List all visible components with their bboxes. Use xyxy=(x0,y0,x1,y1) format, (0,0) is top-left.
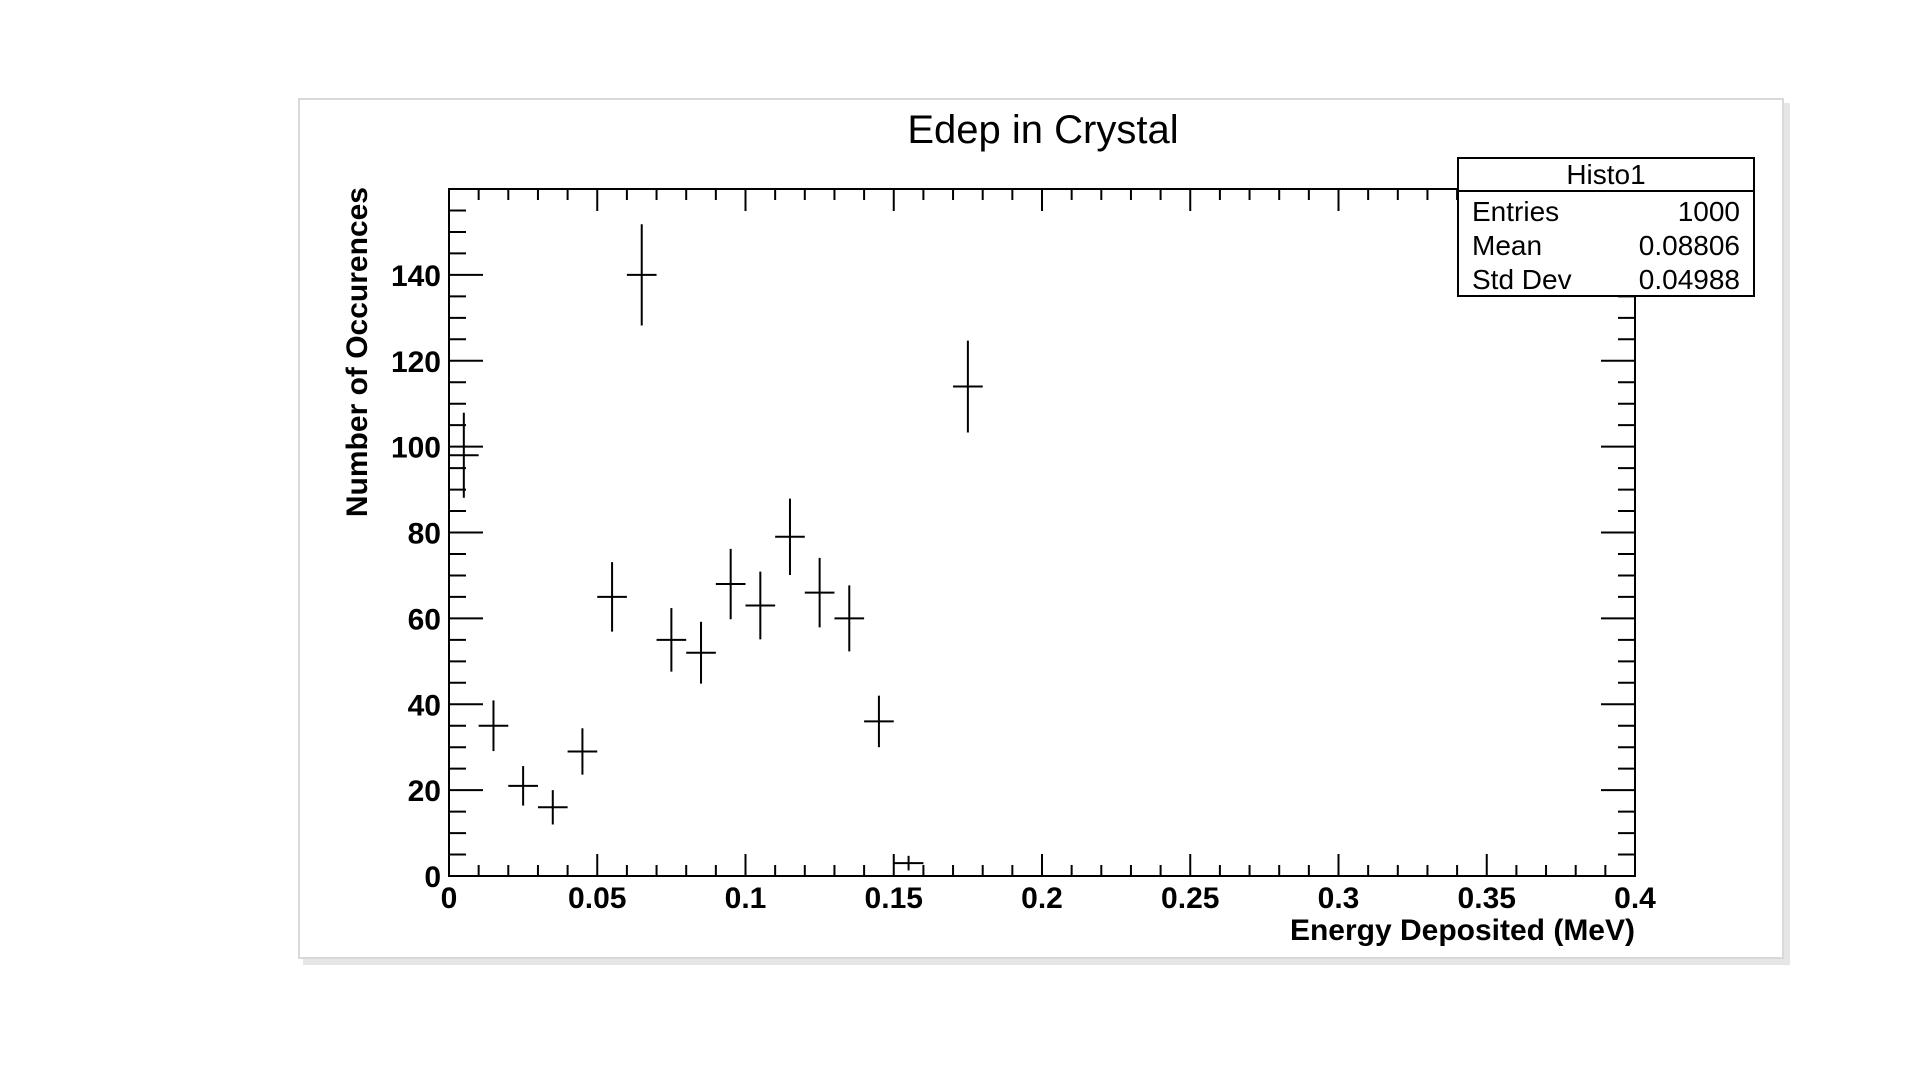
x-tick-label: 0.3 xyxy=(1318,882,1360,915)
data-point xyxy=(775,498,805,576)
data-point xyxy=(953,340,983,433)
data-point xyxy=(745,571,776,640)
y-tick-label: 80 xyxy=(408,518,441,551)
stats-box-frame xyxy=(1457,157,1755,297)
stats-box-title: Histo1 xyxy=(1566,159,1645,190)
y-tick-label: 100 xyxy=(391,432,441,465)
data-points xyxy=(449,224,983,871)
x-tick-label: 0.35 xyxy=(1458,882,1516,915)
data-point xyxy=(508,766,538,806)
data-point xyxy=(686,621,716,684)
x-tick-labels: 0 0.05 0.1 0.15 0.2 0.25 0.3 0.35 0.4 xyxy=(441,882,1657,915)
data-point xyxy=(804,557,835,628)
data-point xyxy=(864,695,894,748)
x-tick-label: 0.15 xyxy=(865,882,923,915)
y-tick-label: 120 xyxy=(391,346,441,379)
data-point xyxy=(449,412,479,498)
y-tick-label: 20 xyxy=(408,775,441,808)
y-tick-label: 140 xyxy=(391,260,441,293)
stats-mean-label: Mean xyxy=(1472,230,1542,261)
x-tick-label: 0.05 xyxy=(568,882,626,915)
stats-stddev-value: 0.04988 xyxy=(1639,264,1740,295)
stats-entries-label: Entries xyxy=(1472,196,1559,227)
stats-entries-value: 1000 xyxy=(1678,196,1740,227)
x-tick-label: 0.1 xyxy=(725,882,767,915)
y-tick-label: 40 xyxy=(408,689,441,722)
y-tick-label: 60 xyxy=(408,603,441,636)
data-point xyxy=(656,608,687,672)
chart-title: Edep in Crystal xyxy=(907,108,1178,152)
y-tick-label: 0 xyxy=(424,861,441,894)
data-point xyxy=(893,855,924,871)
x-tick-label: 0.4 xyxy=(1614,882,1656,915)
data-point xyxy=(626,224,657,326)
stats-stddev-label: Std Dev xyxy=(1472,264,1572,295)
x-axis-label: Energy Deposited (MeV) xyxy=(1290,914,1635,947)
data-point xyxy=(567,728,598,775)
data-point xyxy=(834,585,865,652)
data-point xyxy=(478,700,509,752)
x-tick-label: 0.2 xyxy=(1021,882,1063,915)
data-point xyxy=(715,548,746,620)
stats-box: Histo1 Entries 1000 Mean 0.08806 Std Dev… xyxy=(1457,157,1755,297)
plot-frame xyxy=(448,188,1636,877)
data-point xyxy=(537,790,568,825)
data-point xyxy=(597,562,627,632)
y-tick-labels: 0 20 40 60 80 100 120 140 xyxy=(391,260,441,894)
x-tick-label: 0 xyxy=(441,882,458,915)
stats-mean-value: 0.08806 xyxy=(1639,230,1740,261)
y-axis-label: Number of Occurences xyxy=(341,187,374,517)
x-tick-label: 0.25 xyxy=(1161,882,1219,915)
